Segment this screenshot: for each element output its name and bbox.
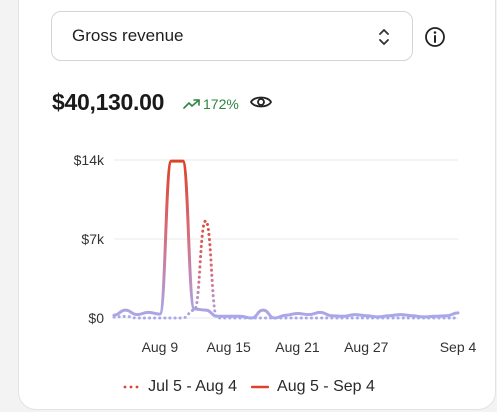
change-percent: 172% [203, 96, 239, 112]
metric-select[interactable]: Gross revenue [51, 11, 413, 61]
legend-item-current[interactable]: Aug 5 - Sep 4 [251, 378, 375, 396]
legend-label-previous: Jul 5 - Aug 4 [148, 378, 238, 395]
legend-label-current: Aug 5 - Sep 4 [277, 378, 375, 395]
legend-item-previous[interactable]: Jul 5 - Aug 4 [122, 378, 237, 396]
change-badge: 172% [183, 96, 239, 112]
chart-legend: Jul 5 - Aug 4 Aug 5 - Sep 4 [0, 378, 497, 396]
eye-icon[interactable] [250, 94, 272, 110]
chevron-updown-icon [379, 29, 389, 45]
solid-line-icon [251, 385, 270, 389]
revenue-total: $40,130.00 [52, 89, 165, 115]
metric-select-value: Gross revenue [72, 26, 184, 45]
info-icon[interactable] [424, 26, 446, 48]
dotted-line-icon [123, 385, 139, 389]
revenue-card [18, 0, 496, 410]
trend-up-icon [183, 99, 200, 109]
